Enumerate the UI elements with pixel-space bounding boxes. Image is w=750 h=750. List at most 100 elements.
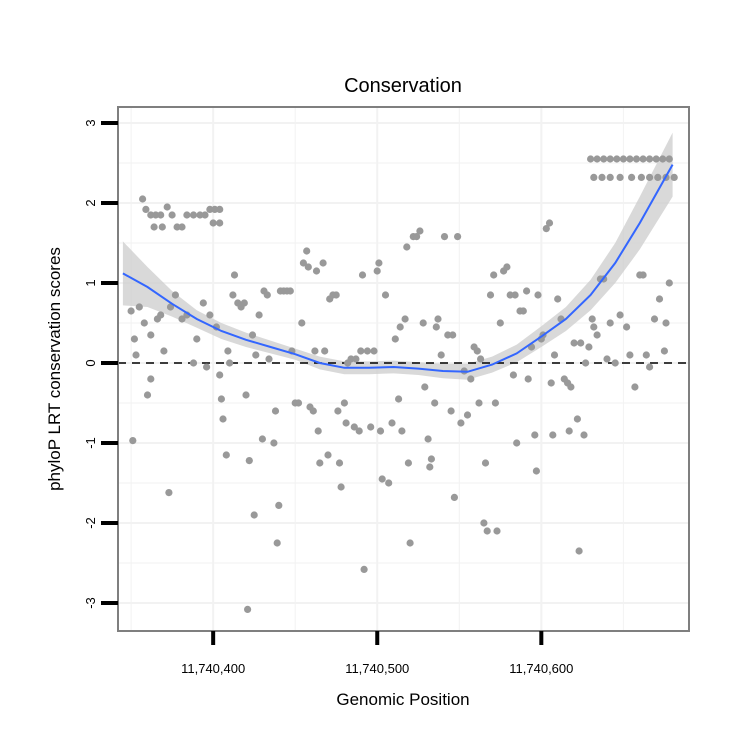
data-point: [660, 347, 669, 355]
data-point: [431, 399, 439, 407]
data-point: [542, 225, 550, 233]
data-point: [335, 459, 344, 467]
data-point: [183, 211, 191, 219]
data-point: [395, 395, 403, 403]
data-point: [314, 427, 322, 435]
y-tick-label: -1: [83, 437, 98, 449]
data-point: [603, 355, 611, 363]
data-point: [493, 527, 501, 535]
data-point: [570, 339, 578, 347]
data-point: [381, 291, 390, 299]
data-point: [201, 211, 209, 219]
data-point: [483, 527, 491, 535]
data-point: [611, 359, 619, 367]
data-point: [473, 347, 481, 355]
data-point: [534, 291, 542, 299]
data-point: [626, 351, 634, 359]
data-point: [240, 299, 248, 307]
data-point: [316, 459, 324, 467]
data-point: [342, 419, 350, 427]
data-point: [219, 415, 227, 423]
data-point: [216, 219, 224, 227]
data-point: [309, 407, 317, 415]
data-point: [475, 399, 483, 407]
data-point: [593, 331, 601, 339]
x-axis-title: Genomic Position: [336, 690, 469, 709]
data-point: [248, 331, 257, 339]
data-point: [363, 347, 371, 355]
data-point: [650, 315, 659, 323]
data-point: [157, 311, 165, 319]
data-point: [419, 319, 427, 327]
data-point: [606, 173, 614, 181]
data-point: [590, 173, 598, 181]
data-point: [567, 383, 575, 391]
data-point: [524, 375, 532, 383]
panel-border: [117, 106, 690, 632]
data-point: [398, 427, 406, 435]
data-point: [646, 363, 654, 371]
confidence-band-layer: [122, 132, 673, 380]
data-point: [370, 347, 378, 355]
data-point: [157, 211, 165, 219]
data-point: [396, 323, 404, 331]
data-point: [580, 431, 588, 439]
data-point: [598, 173, 606, 181]
y-tick-label: -3: [83, 597, 98, 609]
data-point: [463, 411, 472, 419]
y-axis-title: phyloP LRT conservation scores: [45, 247, 64, 491]
data-point: [299, 259, 307, 267]
data-point: [575, 547, 583, 555]
data-point: [376, 427, 385, 435]
chart-title: Conservation: [344, 75, 462, 97]
data-point: [130, 335, 138, 343]
data-point: [639, 271, 647, 279]
data-point: [142, 205, 150, 213]
y-tick-label: -2: [83, 517, 98, 529]
data-point: [229, 291, 237, 299]
data-point: [206, 311, 214, 319]
data-point: [616, 311, 624, 319]
data-point: [406, 539, 414, 547]
data-point: [642, 351, 650, 359]
data-point: [652, 155, 660, 163]
data-point: [350, 423, 358, 431]
data-point: [275, 501, 283, 509]
data-point: [509, 371, 517, 379]
data-point: [273, 539, 281, 547]
data-point: [196, 211, 204, 219]
y-tick-label: 0: [83, 359, 98, 366]
data-point: [193, 335, 201, 343]
data-point: [332, 291, 340, 299]
data-point: [263, 291, 271, 299]
data-point: [127, 307, 135, 315]
data-point: [467, 375, 475, 383]
data-point: [203, 363, 211, 371]
data-point: [547, 379, 555, 387]
data-point: [491, 399, 499, 407]
data-point: [360, 565, 368, 574]
data-point: [490, 271, 498, 279]
data-point: [319, 259, 327, 267]
data-point: [242, 391, 250, 399]
data-point: [413, 233, 421, 241]
data-point: [367, 423, 375, 431]
data-point: [340, 399, 348, 407]
data-point: [294, 399, 303, 407]
data-point: [189, 359, 198, 367]
data-point: [135, 303, 143, 311]
data-point: [662, 319, 670, 327]
data-point: [147, 331, 155, 339]
data-point: [481, 459, 490, 467]
data-point: [143, 391, 152, 399]
data-point: [623, 323, 631, 331]
data-point: [178, 223, 186, 231]
data-point: [646, 155, 654, 163]
data-point: [271, 407, 280, 415]
data-point: [255, 311, 263, 319]
data-point: [449, 331, 457, 339]
data-point: [437, 351, 445, 359]
data-point: [189, 211, 198, 219]
data-point: [160, 347, 168, 355]
data-point: [659, 155, 667, 163]
